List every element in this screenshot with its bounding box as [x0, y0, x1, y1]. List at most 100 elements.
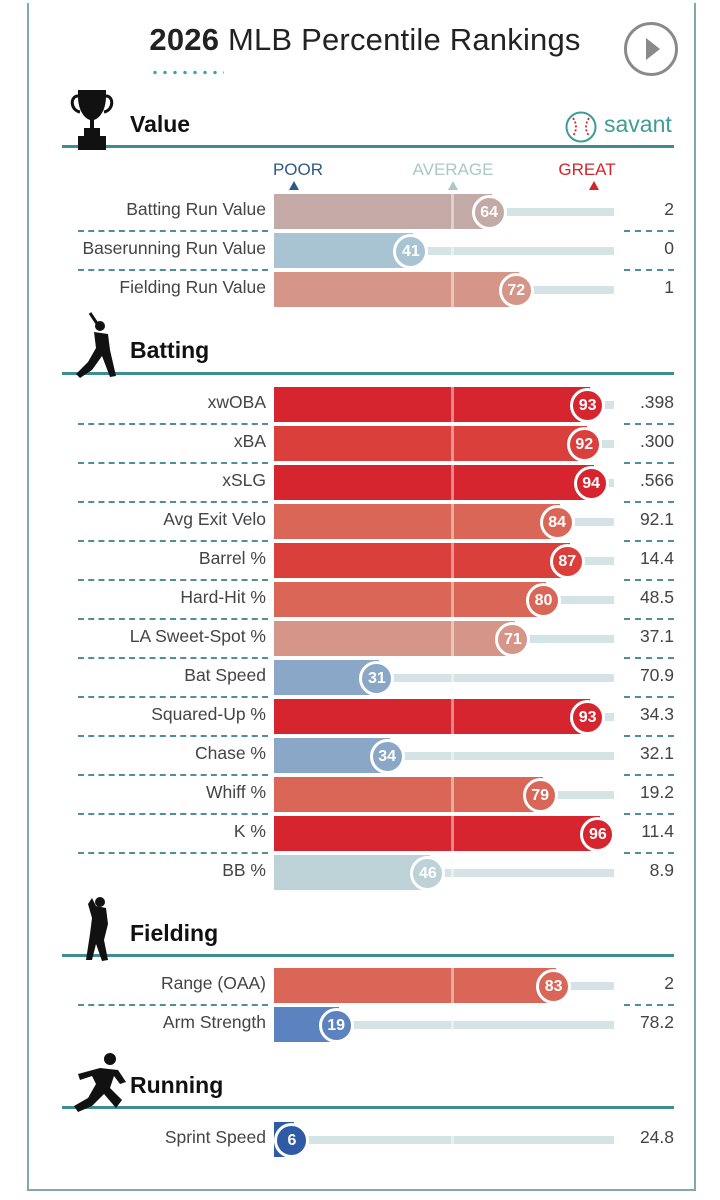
row-divider-right — [624, 735, 674, 737]
percentile-bubble: 31 — [359, 661, 395, 696]
percentile-bar — [274, 194, 492, 229]
row-divider-right — [624, 813, 674, 815]
metric-value: 70.9 — [639, 665, 674, 685]
row-divider-right — [624, 774, 674, 776]
percentile-bar — [274, 855, 431, 890]
metric-row-fielding-run-value[interactable]: 72 Fielding Run Value 1 — [0, 272, 720, 308]
great-arrow-icon — [589, 181, 599, 190]
bar-track — [408, 247, 614, 255]
metric-value: 11.4 — [641, 821, 674, 841]
savant-label: savant — [604, 111, 672, 137]
metric-value: 2 — [664, 199, 674, 219]
average-line — [451, 777, 454, 812]
metric-label: Bat Speed — [184, 665, 266, 685]
scale-label-average: AVERAGE — [412, 160, 494, 179]
bar-track — [486, 208, 614, 216]
row-divider-left — [78, 813, 268, 815]
metric-label: Baserunning Run Value — [82, 238, 266, 258]
percentile-bubble: 79 — [522, 778, 558, 813]
metric-label: Hard-Hit % — [180, 587, 266, 607]
metric-row-squared-up[interactable]: 93 Squared-Up % 34.3 — [0, 699, 720, 737]
metric-row-k[interactable]: 96 K % 11.4 — [0, 816, 720, 854]
row-divider-right — [624, 269, 674, 271]
percentile-bubble: 96 — [580, 817, 616, 852]
section-divider-fielding — [62, 954, 674, 957]
metric-label: LA Sweet-Spot % — [129, 626, 266, 646]
metric-row-batting-run-value[interactable]: 64 Batting Run Value 2 — [0, 194, 720, 232]
average-line — [451, 621, 454, 656]
page-title-wrap: 2026 MLB Percentile Rankings — [0, 22, 720, 58]
percentile-bar — [274, 543, 570, 578]
average-arrow-icon — [448, 181, 458, 190]
section-title-fielding: Fielding — [130, 920, 219, 946]
metric-value: 37.1 — [639, 626, 674, 646]
metric-row-bb[interactable]: 46 BB % 8.9 — [0, 855, 720, 891]
row-divider-right — [624, 540, 674, 542]
row-divider-left — [78, 579, 268, 581]
percentile-bar — [274, 968, 557, 1003]
metric-label: Chase % — [194, 743, 266, 763]
average-line — [451, 194, 454, 229]
average-line — [451, 968, 454, 1003]
average-line — [451, 816, 454, 851]
poor-arrow-icon — [289, 181, 299, 190]
percentile-bubble: 19 — [318, 1008, 354, 1043]
percentile-bubble: 93 — [570, 388, 606, 423]
row-divider-right — [624, 696, 674, 698]
metric-label: Fielding Run Value — [119, 277, 266, 297]
average-line — [451, 660, 454, 695]
row-divider-right — [624, 657, 674, 659]
metric-row-chase[interactable]: 34 Chase % 32.1 — [0, 738, 720, 776]
row-divider-right — [624, 1004, 674, 1006]
metric-label: Avg Exit Velo — [163, 509, 266, 529]
metric-row-bat-speed[interactable]: 31 Bat Speed 70.9 — [0, 660, 720, 698]
percentile-bar — [274, 699, 591, 734]
row-divider-left — [78, 230, 268, 232]
bar-track — [510, 635, 614, 643]
metric-row-baserunning-run-value[interactable]: 41 Baserunning Run Value 0 — [0, 233, 720, 271]
metric-row-barrel[interactable]: 87 Barrel % 14.4 — [0, 543, 720, 581]
row-divider-left — [78, 852, 268, 854]
savant-logo[interactable]: savant — [564, 110, 672, 143]
metric-label: Sprint Speed — [164, 1127, 266, 1147]
percentile-bubble: 41 — [393, 234, 429, 269]
metric-value: 24.8 — [639, 1127, 674, 1147]
percentile-bubble: 80 — [526, 583, 561, 618]
section-divider-running — [62, 1106, 674, 1109]
metric-row-sprint-speed[interactable]: 6 Sprint Speed 24.8 — [0, 1122, 720, 1158]
bar-track — [289, 1136, 614, 1144]
metric-row-avg-exit-velo[interactable]: 84 Avg Exit Velo 92.1 — [0, 504, 720, 542]
metric-row-range-oaa[interactable]: 83 Range (OAA) 2 — [0, 968, 720, 1006]
percentile-bar — [274, 504, 560, 539]
section-divider-batting — [62, 372, 674, 375]
percentile-bubble: 72 — [498, 273, 534, 308]
row-divider-right — [624, 230, 674, 232]
metric-value: 78.2 — [639, 1012, 674, 1032]
metric-row-la-sweet-spot[interactable]: 71 LA Sweet-Spot % 37.1 — [0, 621, 720, 659]
metric-row-hard-hit[interactable]: 80 Hard-Hit % 48.5 — [0, 582, 720, 620]
row-divider-right — [624, 501, 674, 503]
bar-track — [554, 518, 614, 526]
metric-row-arm-strength[interactable]: 19 Arm Strength 78.2 — [0, 1007, 720, 1043]
percentile-bar — [274, 465, 594, 500]
metric-row-xba[interactable]: 92 xBA .300 — [0, 426, 720, 464]
baseball-icon — [565, 111, 597, 143]
fielder-icon — [78, 894, 118, 969]
page-title: 2026 MLB Percentile Rankings — [149, 22, 580, 57]
metric-row-xwoba[interactable]: 93 xwOBA .398 — [0, 387, 720, 425]
average-line — [451, 426, 454, 461]
metric-value: 14.4 — [639, 548, 674, 568]
average-line — [451, 233, 454, 268]
average-line — [451, 504, 454, 539]
bar-track — [513, 286, 614, 294]
average-line — [451, 699, 454, 734]
metric-label: Arm Strength — [162, 1012, 266, 1032]
row-divider-right — [624, 579, 674, 581]
metric-row-xslg[interactable]: 94 xSLG .566 — [0, 465, 720, 503]
metric-label: Squared-Up % — [151, 704, 266, 724]
metric-row-whiff[interactable]: 79 Whiff % 19.2 — [0, 777, 720, 815]
title-text: MLB Percentile Rankings — [219, 22, 581, 57]
play-button[interactable] — [624, 22, 678, 76]
percentile-bubble: 92 — [566, 427, 602, 462]
percentile-bubble: 84 — [539, 505, 575, 540]
